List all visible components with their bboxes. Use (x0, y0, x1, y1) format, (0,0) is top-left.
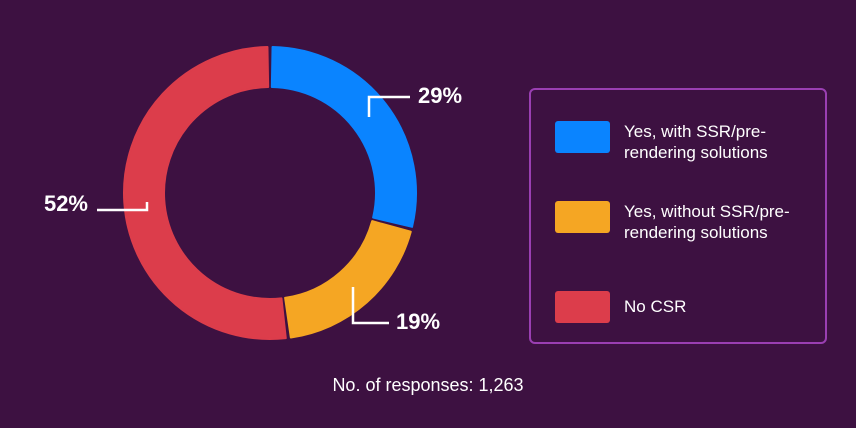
legend-item-no-csr: No CSR (555, 291, 804, 323)
leader-line-no-csr (97, 202, 149, 212)
legend-label-no-csr: No CSR (624, 297, 687, 316)
leader-line-ssr (367, 95, 410, 117)
value-label-ssr: 29% (418, 83, 462, 108)
legend-swatch-ssr (555, 121, 610, 153)
legend-item-no-ssr: Yes, without SSR/pre-rendering solutions (555, 201, 804, 243)
responses-footnote: No. of responses: 1,263 (332, 375, 524, 395)
leader-line-no-ssr (351, 287, 389, 325)
value-label-no-ssr: 19% (396, 309, 440, 334)
legend-label-no-ssr: Yes, without SSR/pre-rendering solutions (624, 202, 790, 242)
legend-swatch-no-ssr (555, 201, 610, 233)
legend-item-ssr: Yes, with SSR/pre-rendering solutions (555, 121, 804, 163)
value-label-no-csr: 52% (44, 191, 88, 216)
donut-slice-no-ssr (284, 220, 412, 339)
legend-label-ssr: Yes, with SSR/pre-rendering solutions (624, 122, 768, 162)
donut-slice-no-csr (123, 46, 287, 340)
legend-swatch-no-csr (555, 291, 610, 323)
chart-legend: Yes, with SSR/pre-rendering solutions Ye… (529, 88, 827, 344)
donut-slice-ssr (270, 46, 417, 228)
